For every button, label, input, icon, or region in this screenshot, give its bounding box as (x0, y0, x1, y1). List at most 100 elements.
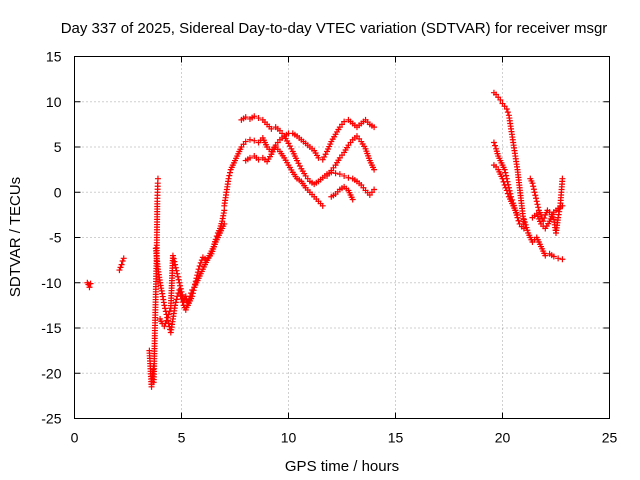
data-point (520, 216, 527, 223)
data-point (192, 278, 199, 285)
data-point (499, 175, 506, 182)
data-point (221, 220, 228, 227)
chart-title: Day 337 of 2025, Sidereal Day-to-day VTE… (61, 20, 608, 37)
y-tick-label: -10 (41, 275, 61, 291)
data-point (177, 285, 184, 292)
data-point (226, 172, 233, 179)
data-point (504, 190, 511, 197)
data-point (504, 109, 511, 116)
y-tick-label: 15 (46, 49, 62, 65)
data-point (541, 215, 548, 222)
data-point (529, 180, 536, 187)
data-point (341, 172, 348, 179)
data-point (268, 125, 275, 132)
series-seg-late-5 (527, 175, 566, 236)
y-tick-label: -15 (41, 320, 61, 336)
series-seg-rise (221, 130, 292, 209)
data-point (296, 163, 303, 170)
y-tick-label: 0 (54, 184, 62, 200)
data-point (532, 192, 539, 199)
data-point (503, 187, 510, 194)
data-point (154, 175, 161, 182)
data-point (165, 311, 172, 318)
data-point (371, 166, 378, 173)
data-point (559, 202, 566, 209)
y-tick-label: 5 (54, 139, 62, 155)
data-point (194, 272, 201, 279)
data-point (251, 113, 258, 120)
data-point (227, 169, 234, 176)
series-seg-mid-3 (289, 116, 378, 163)
x-axis-label: GPS time / hours (285, 458, 399, 475)
data-point (117, 264, 124, 271)
y-tick-label: -5 (49, 230, 62, 246)
data-point (371, 124, 378, 131)
data-point (192, 281, 199, 288)
data-point (246, 154, 253, 161)
data-point (345, 174, 352, 181)
data-point (242, 138, 249, 145)
series-seg-low-1 (146, 347, 157, 390)
data-point (492, 142, 499, 149)
series-seg-mid-4 (324, 133, 378, 179)
series-seg-top (238, 113, 275, 132)
data-point (286, 143, 293, 150)
data-point (332, 170, 339, 177)
series-seg-mid-1 (242, 144, 326, 209)
data-point (255, 115, 262, 122)
x-tick-label: 5 (178, 430, 186, 446)
data-point (172, 261, 179, 268)
data-point (174, 273, 181, 280)
data-point (502, 184, 509, 191)
data-point (174, 270, 181, 277)
series-seg-low-3 (157, 220, 228, 330)
data-point (120, 255, 127, 262)
y-axis-label: SDTVAR / TECUs (7, 177, 24, 297)
data-point (500, 178, 507, 185)
data-point (535, 204, 542, 211)
series-seg-mid-2 (272, 124, 378, 198)
data-point (197, 259, 204, 266)
y-tick-label: -20 (41, 365, 61, 381)
data-point (172, 299, 179, 306)
data-point (321, 153, 328, 160)
data-point (175, 276, 182, 283)
data-point (116, 267, 123, 274)
data-point (86, 284, 93, 291)
data-point (161, 323, 168, 330)
data-point (118, 261, 125, 268)
series-seg-late-4 (520, 216, 566, 263)
x-tick-label: 10 (281, 430, 297, 446)
data-point (163, 317, 170, 324)
series-seg-early-2 (116, 255, 127, 274)
data-points (84, 89, 566, 390)
data-point (501, 166, 508, 173)
data-point (534, 201, 541, 208)
data-point (524, 227, 531, 234)
data-point (119, 258, 126, 265)
x-tick-label: 20 (495, 430, 511, 446)
data-point (189, 290, 196, 297)
data-point (166, 308, 173, 315)
data-point (533, 195, 540, 202)
data-point (170, 255, 177, 262)
data-point (182, 293, 189, 300)
series-seg-low-2 (152, 207, 228, 336)
data-point (196, 263, 203, 270)
data-point (190, 287, 197, 294)
data-point (523, 224, 530, 231)
data-point (315, 154, 322, 161)
data-point (559, 256, 566, 263)
data-point (176, 279, 183, 286)
series-seg-late-6 (529, 202, 566, 232)
data-point (189, 293, 196, 300)
data-point (171, 258, 178, 265)
data-point (319, 202, 326, 209)
data-point (530, 183, 537, 190)
data-point (255, 156, 262, 163)
data-point (531, 189, 538, 196)
data-point (336, 171, 343, 178)
data-point (497, 96, 504, 103)
grid-lines (74, 56, 610, 419)
